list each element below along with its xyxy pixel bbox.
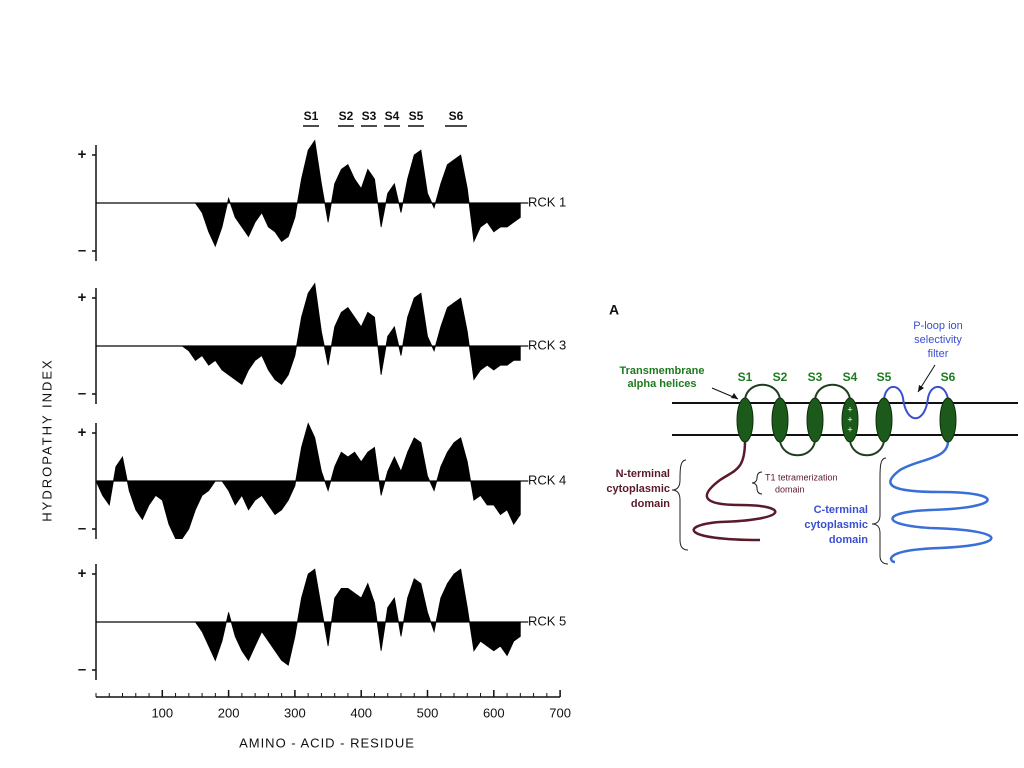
- loop: [744, 383, 781, 400]
- segment-label: S3: [362, 109, 377, 123]
- segment-label: S6: [449, 109, 464, 123]
- brace: [671, 459, 689, 551]
- series-label: RCK 4: [528, 472, 566, 487]
- helix: [841, 397, 859, 443]
- c-terminal-caption: domain: [829, 534, 868, 546]
- x-tick-label: 300: [284, 705, 306, 720]
- helix-caption: Transmembrane: [620, 365, 705, 377]
- arrow-head: [918, 385, 924, 392]
- c-terminal-caption: cytoplasmic: [804, 519, 868, 531]
- x-tick-label: 700: [549, 705, 571, 720]
- helix: [875, 397, 893, 443]
- n-terminal-caption: domain: [631, 498, 670, 510]
- y-tick-label: +: [78, 424, 87, 441]
- segment-label: S2: [339, 109, 354, 123]
- arrow-head: [731, 393, 738, 399]
- loop: [779, 440, 816, 457]
- brace: [871, 457, 889, 565]
- helix: [939, 397, 957, 443]
- segment-label: S1: [738, 370, 753, 384]
- x-axis-label: AMINO - ACID - RESIDUE: [239, 735, 415, 750]
- series-label: RCK 1: [528, 194, 566, 209]
- n-terminal-chain: [692, 440, 777, 542]
- t1-caption: domain: [775, 484, 805, 494]
- y-tick-label: +: [78, 565, 87, 582]
- brace: [751, 471, 763, 495]
- segment-label: S4: [385, 109, 400, 123]
- ploop-caption: filter: [928, 348, 949, 360]
- segment-label: S3: [808, 370, 823, 384]
- segment-label: S2: [773, 370, 788, 384]
- loop: [849, 440, 885, 457]
- y-tick-label: +: [78, 289, 87, 306]
- segment-label: S4: [843, 370, 858, 384]
- hydropathy-profile: [95, 422, 521, 539]
- charge: +: [847, 424, 852, 434]
- ploop-caption: P-loop ion: [913, 320, 963, 332]
- series-label: RCK 5: [528, 613, 566, 628]
- p-loop: [883, 385, 949, 419]
- c-terminal-caption: C-terminal: [814, 504, 868, 516]
- y-tick-label: –: [78, 385, 86, 402]
- x-tick-label: 500: [417, 705, 439, 720]
- panel-label: A: [609, 302, 619, 318]
- helix: [806, 397, 824, 443]
- y-axis-label: HYDROPATHY INDEX: [39, 358, 54, 521]
- n-terminal-caption: cytoplasmic: [606, 483, 670, 495]
- segment-label: S5: [877, 370, 892, 384]
- y-tick-label: +: [78, 146, 87, 163]
- hydropathy-profile: [96, 568, 521, 666]
- x-tick-label: 600: [483, 705, 505, 720]
- segment-label: S5: [409, 109, 424, 123]
- y-tick-label: –: [78, 242, 86, 259]
- x-tick-label: 400: [350, 705, 372, 720]
- x-tick-label: 100: [151, 705, 173, 720]
- helix: [736, 397, 754, 443]
- channel-diagram: + + +: [671, 364, 1018, 565]
- n-terminal-caption: N-terminal: [616, 468, 670, 480]
- c-terminal-chain: [889, 440, 993, 564]
- series-label: RCK 3: [528, 337, 566, 352]
- charge: +: [847, 414, 852, 424]
- y-tick-label: –: [78, 661, 86, 678]
- segment-label: S6: [941, 370, 956, 384]
- loop: [814, 383, 851, 400]
- hydropathy-profile: [96, 139, 521, 248]
- y-tick-label: –: [78, 520, 86, 537]
- charge: +: [847, 404, 852, 414]
- helix-caption: alpha helices: [627, 378, 696, 390]
- ploop-caption: selectivity: [914, 334, 962, 346]
- hydropathy-profile: [96, 282, 521, 386]
- helix: [771, 397, 789, 443]
- segment-label: S1: [304, 109, 319, 123]
- x-tick-label: 200: [218, 705, 240, 720]
- t1-caption: T1 tetramerization: [765, 472, 838, 482]
